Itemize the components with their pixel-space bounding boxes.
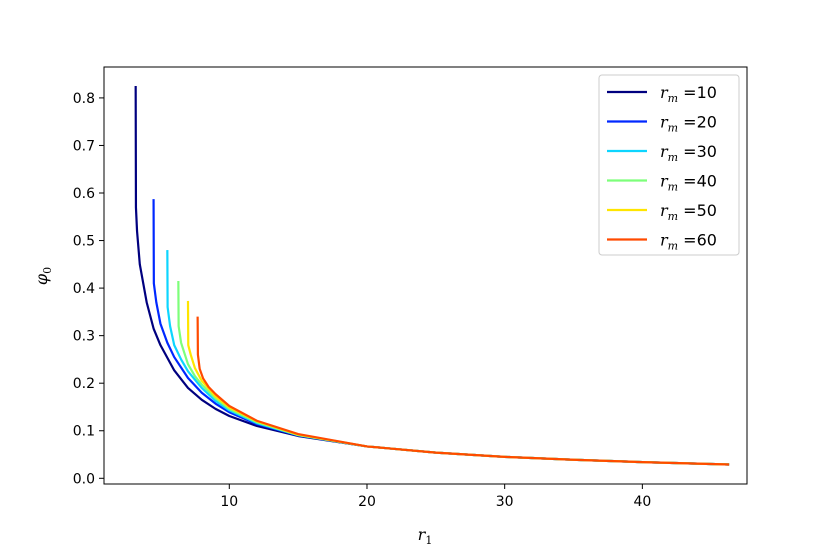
legend-label: rm =30 (660, 142, 717, 164)
legend-label-var: r (660, 201, 669, 220)
legend-label-sub: m (668, 210, 678, 223)
y-tick-label: 0.2 (73, 376, 95, 392)
series-line-5 (196, 316, 730, 466)
y-tick-label: 0.4 (73, 281, 95, 297)
x-axis: 10 20 30 40 (220, 484, 651, 510)
x-axis-label: r1 (418, 525, 433, 547)
legend-label-sub: m (668, 151, 678, 164)
legend-label-value: =20 (678, 113, 717, 132)
legend-label-var: r (660, 231, 669, 250)
y-tick-label: 0.8 (73, 91, 95, 107)
x-axis-label-subscript: 1 (425, 534, 432, 547)
y-tick-label: 0.6 (73, 186, 95, 202)
x-tick-label: 30 (496, 494, 514, 510)
legend-label-value: =10 (678, 83, 717, 102)
y-axis: 0.0 0.1 0.2 0.3 0.4 0.5 0.6 0.7 0.8 (73, 91, 104, 487)
legend-label-sub: m (668, 181, 678, 194)
legend-label-value: =60 (678, 231, 717, 250)
legend-label-var: r (660, 142, 669, 161)
legend-label-sub: m (668, 122, 678, 135)
legend-label: rm =10 (660, 83, 717, 105)
y-tick-label: 0.5 (73, 234, 95, 250)
legend-label-var: r (660, 83, 669, 102)
y-tick-label: 0.1 (73, 424, 95, 440)
legend-label: rm =60 (660, 231, 717, 253)
plot-frame (103, 66, 748, 485)
legend-label-var: r (660, 113, 669, 132)
y-tick-label: 0.3 (73, 329, 95, 345)
legend-label-sub: m (668, 240, 678, 253)
y-tick-label: 0.0 (73, 471, 95, 487)
y-tick-label: 0.7 (73, 138, 95, 154)
legend-label-sub: m (668, 92, 678, 105)
x-tick-label: 10 (220, 494, 238, 510)
legend-label-value: =40 (678, 172, 717, 191)
y-axis-label-subscript: 0 (41, 267, 54, 274)
legend-label: rm =20 (660, 113, 717, 135)
legend-label-var: r (660, 172, 669, 191)
series-layer (134, 86, 730, 466)
legend-label: rm =40 (660, 172, 717, 194)
legend-label-value: =30 (678, 142, 717, 161)
legend-label-value: =50 (678, 201, 717, 220)
x-tick-label: 40 (633, 494, 651, 510)
legend-label: rm =50 (660, 201, 717, 223)
y-axis-label: φ0 (32, 267, 54, 285)
x-tick-label: 20 (358, 494, 376, 510)
